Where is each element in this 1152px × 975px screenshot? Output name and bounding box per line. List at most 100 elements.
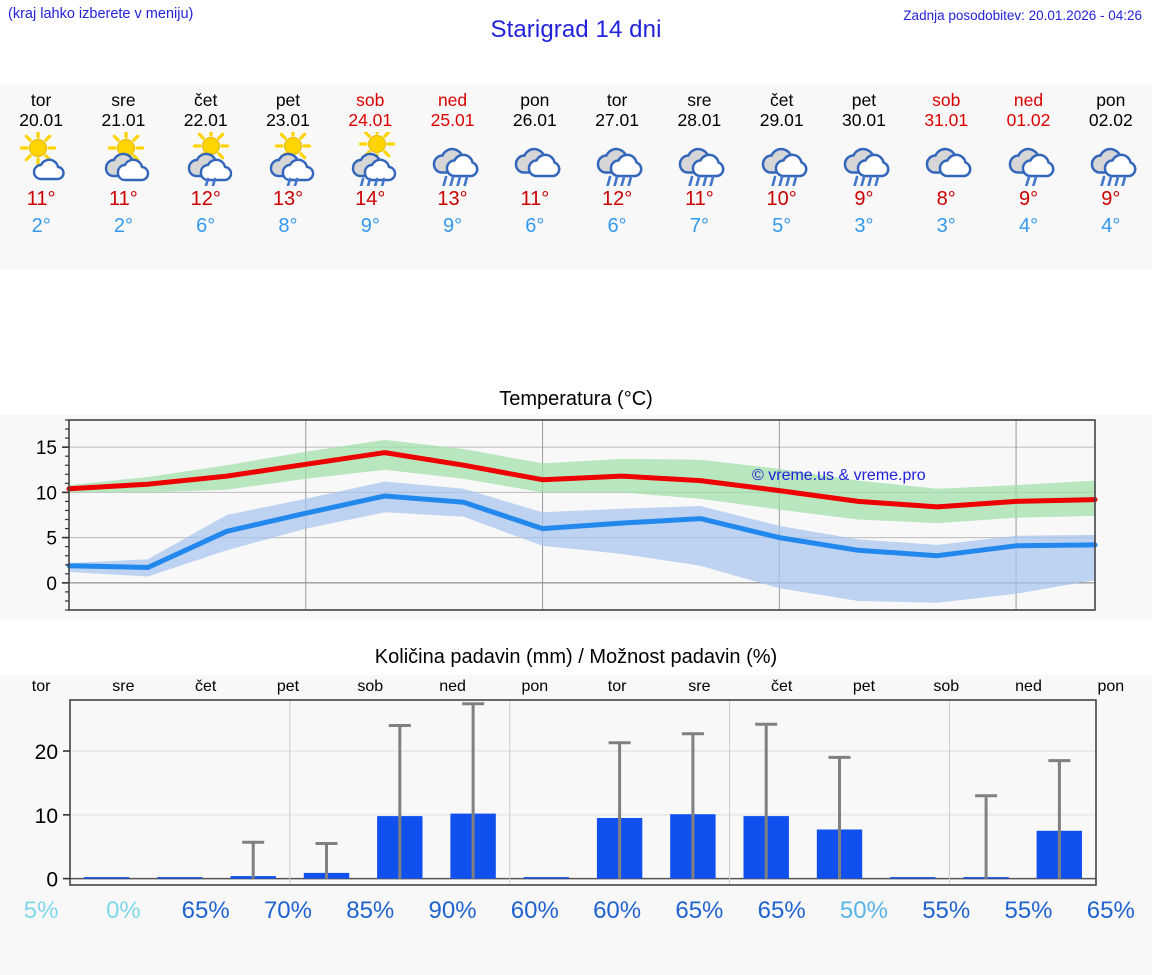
- precipitation-probability-label: 65%: [1086, 897, 1135, 924]
- precipitation-day-label: ned: [439, 678, 466, 695]
- forecast-day-column[interactable]: čet 22.01 12° 6°: [165, 84, 247, 270]
- forecast-day-column[interactable]: tor 27.01 12° 6°: [576, 84, 658, 270]
- forecast-day-name: čet: [769, 90, 794, 110]
- forecast-temp-min: 6°: [196, 215, 216, 237]
- precipitation-probability-label: 60%: [510, 897, 559, 924]
- precipitation-day-label: sob: [933, 678, 960, 695]
- precipitation-probability-label: 85%: [346, 897, 395, 924]
- cloud-rain-icon: [579, 133, 655, 186]
- forecast-temp-max: 11°: [26, 188, 56, 210]
- precipitation-day-label: sre: [112, 678, 135, 695]
- precipitation-probability-label: 65%: [757, 897, 806, 924]
- forecast-temp-max: 13°: [437, 188, 468, 210]
- forecast-temp-max: 11°: [520, 188, 550, 210]
- forecast-day-name: pon: [1096, 90, 1126, 110]
- precipitation-day-label: pon: [521, 678, 549, 695]
- forecast-temp-max: 9°: [1101, 188, 1121, 210]
- precipitation-probability-label: 5%: [23, 897, 59, 924]
- forecast-day-column[interactable]: sob 24.01 14° 9°: [329, 84, 411, 270]
- precipitation-day-label: pon: [1097, 678, 1125, 695]
- sun-cloud-rain-icon: [168, 132, 244, 186]
- forecast-day-date: 23.01: [266, 110, 310, 130]
- svg-text:5: 5: [46, 529, 57, 550]
- menu-hint-text: (kraj lahko izberete v meniju): [8, 6, 194, 22]
- forecast-day-name: pet: [275, 90, 301, 110]
- precipitation-probability-label: 90%: [428, 897, 477, 924]
- precipitation-day-label: sre: [688, 678, 711, 695]
- forecast-day-column[interactable]: sre 21.01 11° 2°: [82, 84, 164, 270]
- last-updated-text: Zadnja posodobitev: 20.01.2026 - 04:26: [903, 8, 1142, 23]
- forecast-day-date: 24.01: [348, 110, 393, 130]
- forecast-day-column[interactable]: ned 01.02 9° 4°: [987, 84, 1069, 270]
- forecast-day-column[interactable]: pet 30.01 9° 3°: [823, 84, 905, 270]
- forecast-day-name: pon: [520, 90, 550, 110]
- forecast-day-date: 25.01: [430, 110, 475, 130]
- forecast-day-column[interactable]: sob 31.01 8° 3°: [905, 84, 987, 270]
- precipitation-probability-label: 55%: [922, 897, 971, 924]
- precipitation-day-label: sob: [357, 678, 384, 695]
- forecast-day-name: čet: [194, 90, 218, 110]
- precipitation-plot-background: [0, 675, 1152, 975]
- precipitation-chart-panel: Količina padavin (mm) / Možnost padavin …: [0, 632, 1152, 975]
- cloud-light-rain-icon: [991, 133, 1067, 186]
- cloud-rain-icon: [661, 133, 737, 186]
- forecast-day-date: 01.02: [1006, 110, 1051, 130]
- temperature-chart-svg: 0 5 10 15: [36, 419, 1098, 611]
- forecast-temp-min: 2°: [31, 215, 51, 237]
- precipitation-day-label: pet: [276, 678, 300, 695]
- forecast-day-column[interactable]: ned 25.01 13° 9°: [411, 84, 493, 270]
- forecast-day-column[interactable]: pon 02.02 9° 4°: [1070, 84, 1152, 270]
- svg-text:15: 15: [36, 438, 57, 459]
- svg-text:10: 10: [35, 805, 58, 828]
- forecast-day-name: sre: [687, 90, 712, 110]
- forecast-day-column[interactable]: pet 23.01 13° 8°: [247, 84, 329, 270]
- precipitation-probability-label: 65%: [181, 897, 230, 924]
- forecast-day-date: 31.01: [924, 110, 969, 130]
- forecast-temp-max: 11°: [685, 188, 714, 210]
- forecast-temp-max: 9°: [1018, 188, 1039, 210]
- precipitation-probability-label: 50%: [839, 897, 888, 924]
- forecast-temp-max: 12°: [601, 188, 633, 210]
- copyright-label: © vreme.us & vreme.pro: [752, 467, 926, 484]
- cloud-icon: [908, 133, 984, 185]
- forecast-day-name: tor: [606, 90, 628, 110]
- forecast-temp-min: 6°: [525, 215, 545, 237]
- precipitation-day-label: tor: [607, 678, 627, 695]
- forecast-temp-min: 2°: [113, 215, 133, 237]
- forecast-temp-min: 9°: [360, 215, 380, 237]
- precipitation-probability-label: 70%: [263, 897, 312, 924]
- precipitation-day-label: čet: [195, 678, 217, 695]
- forecast-day-date: 21.01: [101, 110, 146, 130]
- forecast-temp-min: 8°: [278, 215, 298, 237]
- forecast-temp-max: 12°: [190, 188, 221, 210]
- forecast-day-date: 28.01: [677, 110, 722, 130]
- forecast-day-date: 22.01: [183, 110, 228, 130]
- forecast-day-column[interactable]: pon 26.01 11° 6°: [494, 84, 576, 270]
- forecast-day-date: 20.01: [19, 110, 64, 130]
- forecast-day-column[interactable]: tor 20.01 11° 2°: [0, 84, 82, 270]
- sun-cloud-rain-icon: [250, 132, 326, 186]
- precipitation-day-label: ned: [1015, 678, 1042, 695]
- forecast-temp-max: 11°: [109, 188, 138, 210]
- forecast-day-column[interactable]: sre 28.01 11° 7°: [658, 84, 740, 270]
- forecast-day-name: pet: [851, 90, 877, 110]
- forecast-day-name: sob: [932, 90, 961, 110]
- forecast-temp-min: 9°: [442, 215, 463, 237]
- daily-forecast-strip: tor 20.01 11° 2° sre 21.01 11° 2° čet 22.01 12°…: [0, 84, 1152, 270]
- forecast-temp-min: 3°: [936, 215, 956, 237]
- temperature-chart-panel: Temperatura (°C) 0 5 10 15: [0, 380, 1152, 620]
- precipitation-day-label: čet: [771, 678, 793, 695]
- cloud-icon: [497, 133, 573, 185]
- forecast-temp-min: 6°: [607, 215, 627, 237]
- forecast-day-name: sre: [111, 90, 136, 110]
- cloud-rain-icon: [415, 133, 491, 186]
- forecast-day-column[interactable]: čet 29.01 10° 5°: [741, 84, 823, 270]
- precipitation-probability-label: 65%: [675, 897, 724, 924]
- forecast-day-date: 02.02: [1088, 110, 1133, 130]
- forecast-temp-min: 7°: [689, 215, 709, 237]
- precipitation-probability-label: 60%: [593, 897, 642, 924]
- forecast-day-name: sob: [356, 90, 385, 110]
- forecast-temp-max: 10°: [766, 188, 797, 210]
- forecast-temp-max: 13°: [272, 188, 304, 210]
